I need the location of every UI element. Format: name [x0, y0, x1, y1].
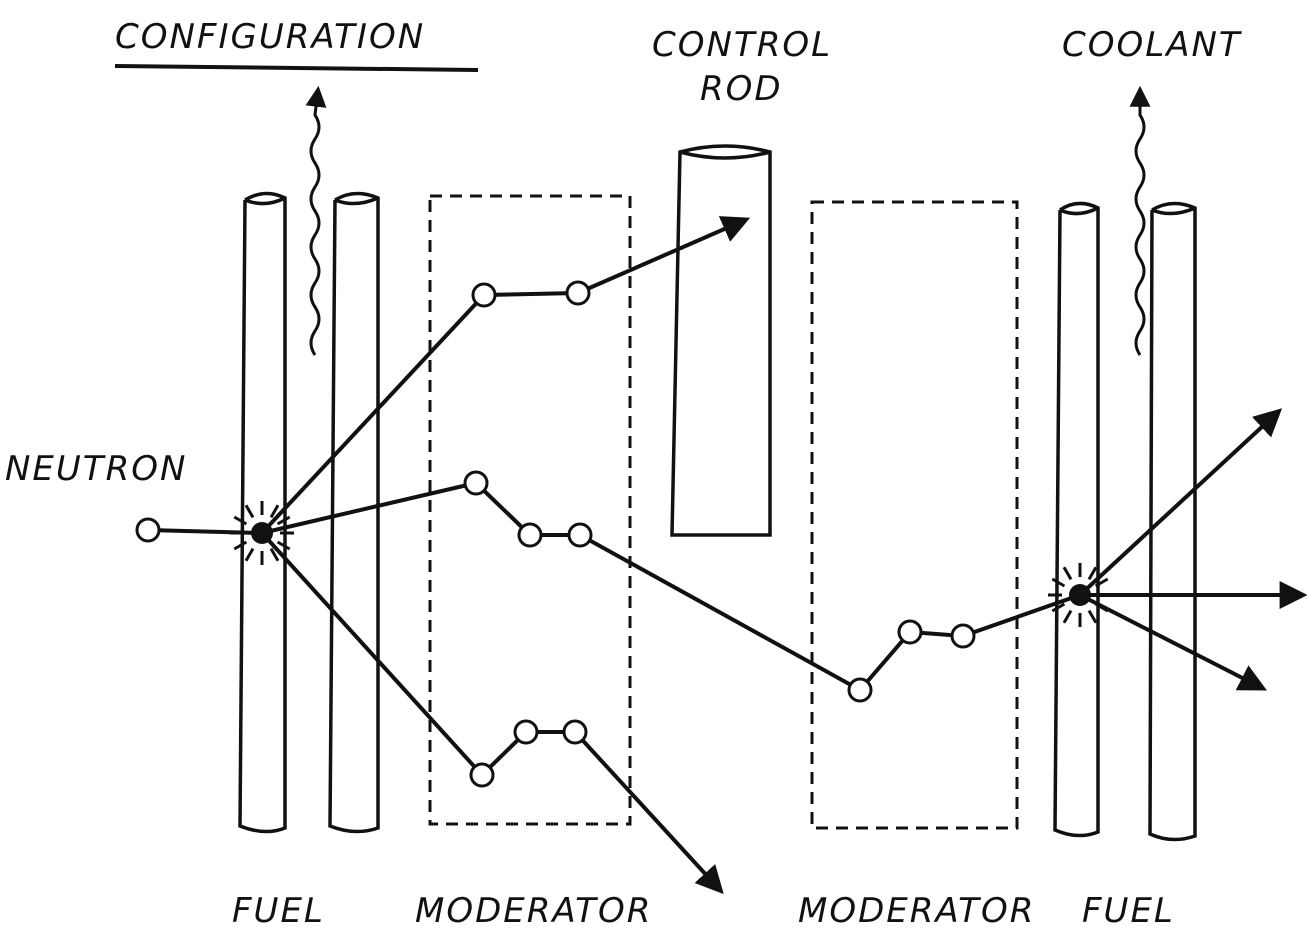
neutron — [471, 282, 497, 308]
fuel-label: FUEL — [232, 891, 325, 931]
fission-burst — [233, 540, 248, 551]
control-rod-label: ROD — [700, 69, 783, 109]
fission-burst — [1051, 577, 1066, 588]
fuel-rods — [238, 191, 1197, 842]
fission-burst — [276, 540, 291, 551]
moderator-block — [428, 194, 632, 826]
neutron — [950, 623, 976, 649]
fission-burst — [1094, 577, 1109, 588]
neutron — [897, 619, 923, 645]
fuel-rod — [1053, 201, 1100, 838]
fission-points — [251, 522, 1091, 606]
neutron — [562, 719, 588, 745]
title-underline — [114, 64, 479, 72]
neutron — [847, 677, 873, 703]
moderator-block — [810, 200, 1019, 830]
coolant-label: COOLANT — [1062, 25, 1242, 65]
fission-point — [1069, 584, 1091, 606]
neutrons — [135, 280, 976, 788]
moderator-blocks — [428, 194, 1019, 830]
fission-burst — [276, 515, 291, 526]
fission-burst — [1062, 566, 1073, 581]
fission-burst — [1087, 566, 1098, 581]
neutron — [463, 470, 489, 496]
neutron-path — [1078, 408, 1283, 597]
title: CONFIGURATION — [115, 17, 425, 57]
fission-burst — [233, 515, 248, 526]
moderator-label: MODERATOR — [798, 891, 1035, 931]
control-rod-label: CONTROL — [652, 25, 832, 65]
fission-point — [251, 522, 273, 544]
heat-arrows — [305, 85, 1151, 356]
neutron-paths — [147, 216, 1307, 895]
fuel-rod — [328, 191, 380, 834]
fission-burst — [244, 547, 255, 562]
fission-burst — [244, 504, 255, 519]
fuel-rod — [1148, 201, 1197, 842]
fission-burst — [269, 504, 280, 519]
fission-burst — [1051, 602, 1066, 613]
fission-burst — [1094, 602, 1109, 613]
neutron — [135, 517, 161, 543]
fission-bursts — [230, 501, 1112, 627]
control-rod — [670, 144, 772, 537]
fission-burst — [1062, 609, 1073, 624]
neutron — [517, 522, 543, 548]
fuel-rod — [238, 191, 287, 834]
fission-burst — [269, 547, 280, 562]
heat-arrow — [305, 85, 327, 356]
fission-burst — [1087, 609, 1098, 624]
fuel-label: FUEL — [1082, 891, 1175, 931]
neutron — [469, 762, 495, 788]
neutron-path — [147, 528, 263, 535]
neutron — [513, 719, 539, 745]
heat-arrow — [1129, 85, 1151, 356]
moderator-label: MODERATOR — [415, 891, 652, 931]
neutron — [565, 280, 591, 306]
neutron-path — [260, 216, 751, 535]
neutron-path — [1079, 593, 1267, 691]
neutron — [567, 522, 593, 548]
neutron-label: NEUTRON — [5, 449, 187, 489]
